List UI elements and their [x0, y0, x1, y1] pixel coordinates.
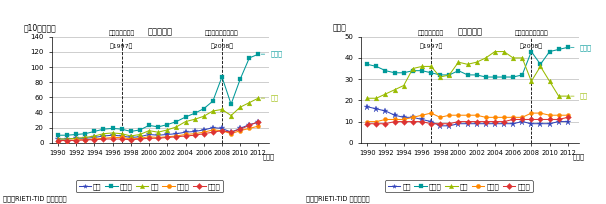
Text: 部品: 部品: [261, 95, 278, 101]
Text: （1997）: （1997）: [110, 44, 133, 49]
Text: 資料：RIETI-TID から作成。: 資料：RIETI-TID から作成。: [3, 195, 67, 202]
Text: （2008）: （2008）: [520, 44, 543, 49]
Text: （％）: （％）: [333, 23, 347, 32]
Title: （シェア）: （シェア）: [458, 27, 482, 36]
Text: 加工品: 加工品: [261, 51, 282, 58]
Text: リーマン・ショック: リーマン・ショック: [205, 30, 239, 36]
Text: （1997）: （1997）: [419, 44, 443, 49]
Text: リーマン・ショック: リーマン・ショック: [514, 30, 548, 36]
Text: 資料：RIETI-TID から作成。: 資料：RIETI-TID から作成。: [306, 195, 370, 202]
Text: （10億ドル）: （10億ドル）: [23, 23, 56, 32]
Text: （2008）: （2008）: [210, 44, 233, 49]
Text: 加工品: 加工品: [571, 44, 591, 51]
Text: （年）: （年）: [263, 153, 275, 160]
Text: アジア通貨危機: アジア通貨危機: [108, 30, 135, 36]
Text: （年）: （年）: [572, 153, 584, 160]
Legend: 素材, 加工品, 部品, 資本財, 消費財: 素材, 加工品, 部品, 資本財, 消費財: [385, 180, 533, 192]
Text: 部品: 部品: [571, 93, 588, 99]
Legend: 素材, 加工品, 部品, 資本財, 消費財: 素材, 加工品, 部品, 資本財, 消費財: [76, 180, 224, 192]
Text: アジア通貨危機: アジア通貨危機: [418, 30, 444, 36]
Title: （貿易額）: （貿易額）: [148, 27, 173, 36]
